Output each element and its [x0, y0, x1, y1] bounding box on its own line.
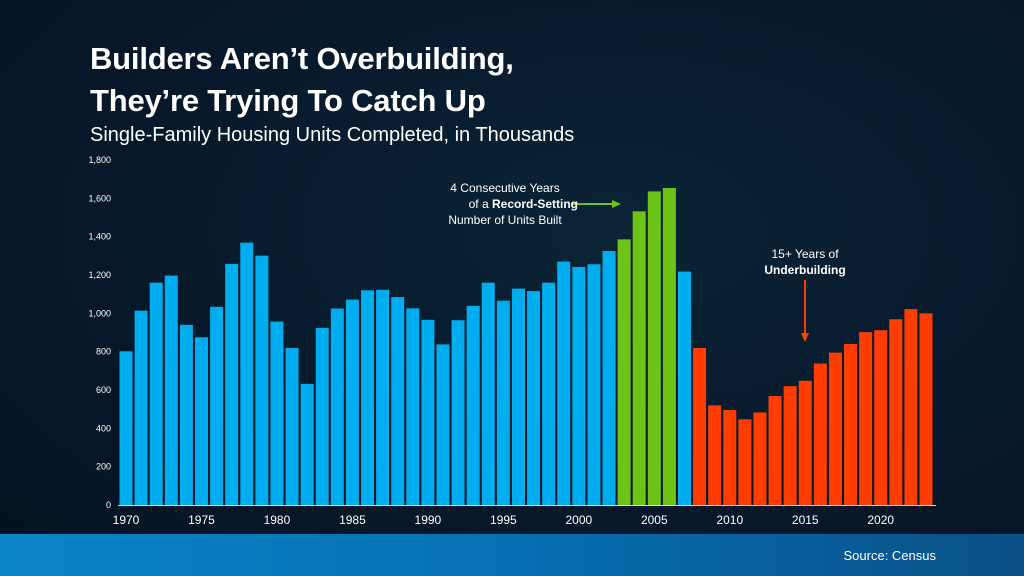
x-tick-label: 1975 [188, 513, 215, 527]
bar-2016 [813, 363, 827, 505]
bar-1979 [255, 255, 269, 505]
bar-1983 [315, 327, 329, 505]
bar-2004 [632, 211, 646, 505]
record-annotation: 4 Consecutive Years of a Record-Setting … [430, 180, 580, 228]
bar-1993 [466, 305, 480, 505]
record-annotation-line2: of a [468, 197, 492, 211]
bar-2021 [889, 319, 903, 505]
bar-1994 [481, 282, 495, 505]
record-annotation-line1: 4 Consecutive Years [450, 181, 560, 195]
bar-1989 [406, 308, 420, 505]
x-tick-label: 2005 [641, 513, 668, 527]
x-tick-label: 2015 [792, 513, 819, 527]
y-tick-label: 200 [96, 462, 111, 472]
bar-1999 [557, 261, 571, 505]
bar-1972 [149, 282, 163, 505]
bar-1991 [436, 344, 450, 505]
bar-1973 [164, 275, 178, 505]
bar-2006 [662, 187, 676, 505]
y-tick-label: 600 [96, 385, 111, 395]
y-tick-label: 1,000 [88, 308, 111, 318]
record-annotation-bold: Record-Setting [491, 197, 578, 211]
source-label: Source: Census [843, 548, 937, 563]
bar-2017 [828, 352, 842, 505]
x-tick-label: 2020 [867, 513, 894, 527]
bar-1998 [542, 282, 556, 505]
bar-1995 [496, 300, 510, 505]
footer-band [0, 534, 1024, 576]
bar-1990 [421, 319, 435, 505]
bar-2010 [723, 409, 737, 505]
bar-1976 [210, 306, 224, 505]
bar-1980 [270, 321, 284, 505]
bar-1982 [300, 383, 314, 505]
bar-2003 [617, 239, 631, 505]
bar-1987 [376, 289, 390, 505]
x-tick-label: 2000 [565, 513, 592, 527]
bar-2007 [677, 271, 691, 505]
bar-1975 [194, 337, 208, 505]
chart-subtitle: Single-Family Housing Units Completed, i… [90, 124, 575, 146]
x-tick-label: 2010 [716, 513, 743, 527]
bar-1986 [361, 290, 375, 505]
bar-2000 [572, 266, 586, 505]
y-tick-label: 400 [96, 423, 111, 433]
bar-2011 [738, 419, 752, 505]
bar-2009 [708, 405, 722, 505]
under-annotation-line1: 15+ Years of [771, 247, 839, 261]
y-tick-label: 1,400 [88, 232, 111, 242]
y-tick-label: 800 [96, 347, 111, 357]
bar-1985 [345, 299, 359, 505]
bar-2023 [919, 313, 933, 505]
y-tick-label: 1,800 [88, 155, 111, 165]
bar-1974 [179, 324, 193, 505]
bar-1997 [527, 291, 541, 505]
record-arrow-head [612, 200, 621, 208]
under-annotation: 15+ Years of Underbuilding [740, 246, 870, 278]
bar-2022 [904, 309, 918, 505]
x-tick-label: 1985 [339, 513, 366, 527]
bar-2018 [844, 344, 858, 505]
bar-1977 [225, 263, 239, 505]
bar-1970 [119, 351, 133, 505]
y-tick-label: 1,600 [88, 193, 111, 203]
bar-2013 [768, 395, 782, 505]
bar-1981 [285, 348, 299, 505]
bar-1996 [511, 288, 525, 505]
bar-1978 [240, 242, 254, 505]
chart-title: Builders Aren’t Overbuilding, They’re Tr… [90, 38, 514, 122]
bar-2008 [693, 348, 707, 505]
under-annotation-bold: Underbuilding [764, 263, 846, 277]
bar-2005 [647, 191, 661, 505]
y-tick-label: 0 [106, 500, 111, 510]
x-tick-label: 1990 [415, 513, 442, 527]
bar-2002 [602, 251, 616, 505]
title-line-1: Builders Aren’t Overbuilding, [90, 41, 514, 76]
under-arrow-head [801, 333, 809, 342]
bar-1971 [134, 310, 148, 505]
bar-1992 [451, 320, 465, 505]
x-tick-label: 1995 [490, 513, 517, 527]
bar-1984 [330, 308, 344, 505]
bar-2015 [798, 380, 812, 505]
record-annotation-line3: Number of Units Built [448, 213, 562, 227]
bar-2012 [753, 412, 767, 505]
bar-1988 [391, 297, 405, 505]
bar-2014 [783, 386, 797, 505]
x-tick-label: 1980 [264, 513, 291, 527]
title-line-2: They’re Trying To Catch Up [90, 83, 486, 118]
x-tick-label: 1970 [113, 513, 140, 527]
bar-2020 [874, 330, 888, 505]
bar-2001 [587, 264, 601, 505]
bar-2019 [859, 332, 873, 505]
y-tick-label: 1,200 [88, 270, 111, 280]
